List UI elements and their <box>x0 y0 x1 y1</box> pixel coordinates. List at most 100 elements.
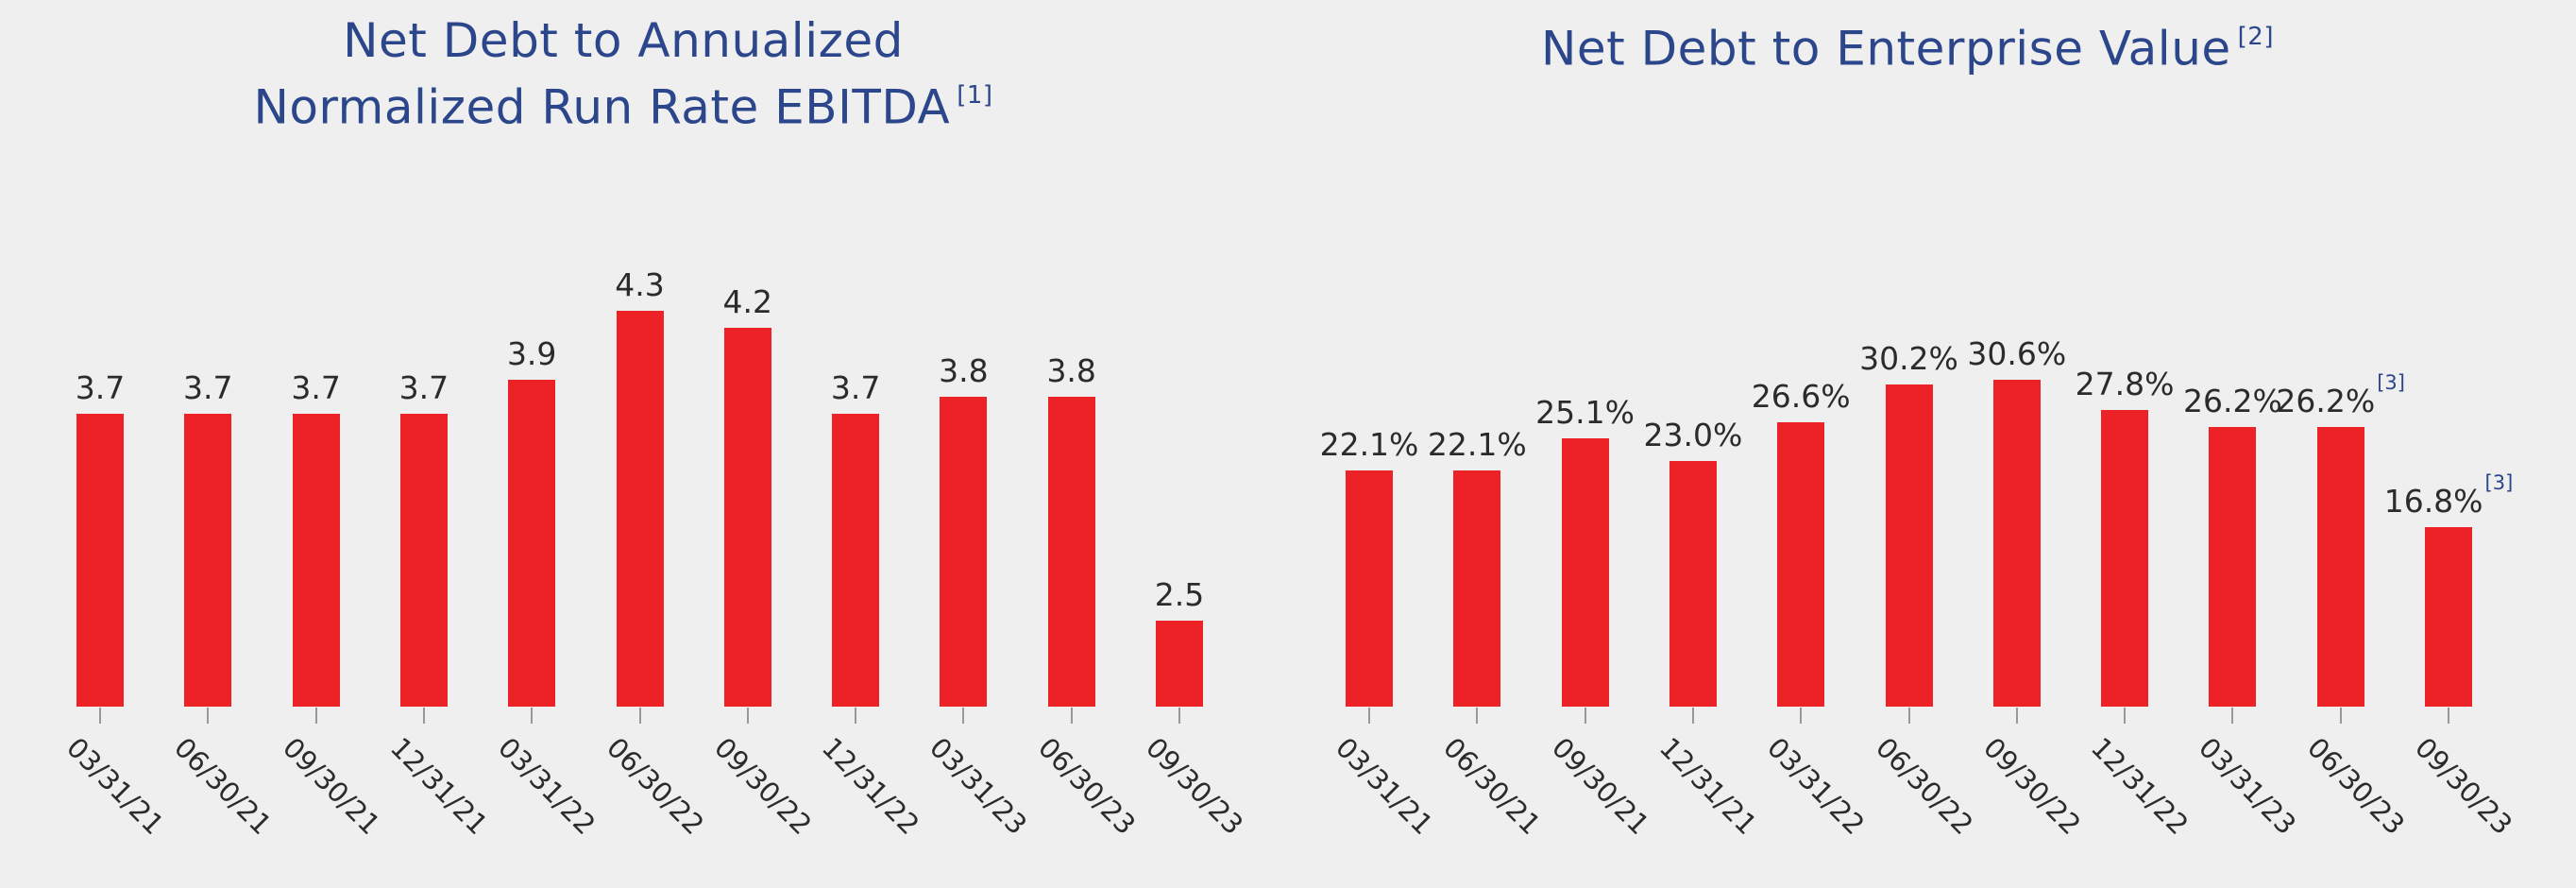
x-axis-label: 09/30/22 <box>1976 731 2087 842</box>
bar <box>1561 438 1609 707</box>
bar-value-text: 27.8% <box>2075 366 2175 402</box>
bar-value-text: 22.1% <box>1427 426 1527 463</box>
chart-title-line-1: Net Debt to Enterprise Value [2] <box>1454 11 2361 78</box>
tick-mark <box>1070 708 1073 724</box>
bar <box>1047 397 1095 707</box>
footnote-ref-1: [1] <box>957 81 993 110</box>
x-axis-label: 12/31/21 <box>1652 731 1763 842</box>
tick-mark <box>314 708 317 724</box>
bar-value-text: 16.8% <box>2383 483 2483 520</box>
tick-mark <box>1691 708 1694 724</box>
tick-mark <box>2448 708 2449 724</box>
bar <box>292 414 340 707</box>
bar-value-label: 25.1% <box>1500 394 1670 431</box>
x-axis-label: 03/31/23 <box>2193 731 2303 842</box>
bar-value-label: 16.8%[3] <box>2364 471 2534 520</box>
tick-mark <box>2339 708 2342 724</box>
bar-value-label: 2.5 <box>1094 576 1264 613</box>
bar-value-label: 26.6% <box>1716 378 1886 415</box>
bar-value-label: 22.1% <box>1284 426 1454 463</box>
bar-value-label: 26.2% <box>2147 383 2317 419</box>
bar <box>1156 621 1203 707</box>
bar-value-text: 2.5 <box>1154 576 1205 613</box>
bar-value-text: 3.7 <box>183 369 233 406</box>
bar-value-text: 22.1% <box>1319 426 1419 463</box>
bar <box>2425 527 2472 707</box>
bar-value-label: 3.7 <box>15 369 185 406</box>
bar <box>1777 422 1825 707</box>
x-axis-label: 12/31/22 <box>2085 731 2195 842</box>
bar-value-text: 4.2 <box>722 283 773 320</box>
x-axis-label: 06/30/23 <box>2300 731 2411 842</box>
bar-value-text: 26.2% <box>2276 383 2376 419</box>
tick-mark <box>1584 708 1586 724</box>
bar <box>1669 461 1717 707</box>
bar-value-text: 26.2% <box>2182 383 2282 419</box>
bar <box>1453 470 1501 707</box>
bar-value-label: 27.8% <box>2040 366 2210 402</box>
bar-value-label: 3.7 <box>123 369 293 406</box>
bar-value-label: 30.6% <box>1932 335 2102 372</box>
bar <box>76 414 124 707</box>
tick-mark <box>1178 708 1180 724</box>
x-axis-label: 03/31/21 <box>1329 731 1440 842</box>
bar <box>1346 470 1393 707</box>
tick-mark <box>2124 708 2127 724</box>
tick-mark <box>2231 708 2234 724</box>
bar <box>832 414 880 707</box>
bar-value-label: 4.2 <box>663 283 833 320</box>
x-axis-label: 06/30/22 <box>1869 731 1979 842</box>
bar <box>2316 427 2364 707</box>
bar-value-label: 3.7 <box>231 369 401 406</box>
x-axis-label: 03/31/22 <box>1761 731 1872 842</box>
tick-mark <box>2015 708 2018 724</box>
tick-mark <box>99 708 101 724</box>
tick-mark <box>855 708 857 724</box>
chart-title: Net Debt to Enterprise Value [2] <box>1454 11 2361 78</box>
footnote-ref-3: [3] <box>2377 371 2405 394</box>
bar-value-text: 3.8 <box>939 352 989 389</box>
tick-mark <box>746 708 749 724</box>
footnote-ref-2: [2] <box>2237 23 2274 51</box>
bar-value-text: 3.7 <box>75 369 126 406</box>
bar-value-label: 3.7 <box>771 369 941 406</box>
chart-title-text: Net Debt to Enterprise Value <box>1541 21 2231 77</box>
bar <box>723 328 771 707</box>
footnote-ref-3: [3] <box>2484 471 2514 494</box>
tick-mark <box>207 708 210 724</box>
bar-value-text: 4.3 <box>615 266 665 303</box>
bar-value-label: 3.8 <box>987 352 1157 389</box>
bar-value-label: 23.0% <box>1608 417 1778 453</box>
bar-value-label: 3.8 <box>878 352 1048 389</box>
bar <box>2209 427 2257 707</box>
tick-mark <box>1368 708 1370 724</box>
bar-value-text: 30.2% <box>1859 340 1958 377</box>
bar <box>2101 410 2149 707</box>
bar-value-text: 30.6% <box>1967 335 2067 372</box>
bar-value-label: 4.3 <box>555 266 725 303</box>
chart-title-text: Net Debt to Annualized <box>343 13 904 68</box>
tick-mark <box>531 708 534 724</box>
tick-mark <box>1907 708 1910 724</box>
bar <box>1992 380 2041 707</box>
chart-title-line-1: Net Debt to Annualized <box>132 11 1114 70</box>
bar-value-label: 26.2%[3] <box>2256 371 2426 419</box>
bar-value-text: 3.7 <box>830 369 881 406</box>
bar-value-label: 22.1% <box>1392 426 1562 463</box>
x-axis-label: 06/30/21 <box>1437 731 1548 842</box>
chart-title: Net Debt to Annualized Normalized Run Ra… <box>132 11 1114 137</box>
x-axis-label: 09/30/23 <box>2408 731 2519 842</box>
bar-value-text: 3.9 <box>506 335 557 372</box>
bar <box>508 380 556 707</box>
bar-value-label: 3.9 <box>447 335 617 372</box>
bar-value-text: 26.6% <box>1751 378 1851 415</box>
tick-mark <box>962 708 965 724</box>
bar-value-text: 23.0% <box>1643 417 1743 453</box>
tick-mark <box>638 708 641 724</box>
bar-value-label: 30.2% <box>1824 340 1994 377</box>
bar-value-label: 3.7 <box>339 369 509 406</box>
bar <box>1885 384 1933 707</box>
